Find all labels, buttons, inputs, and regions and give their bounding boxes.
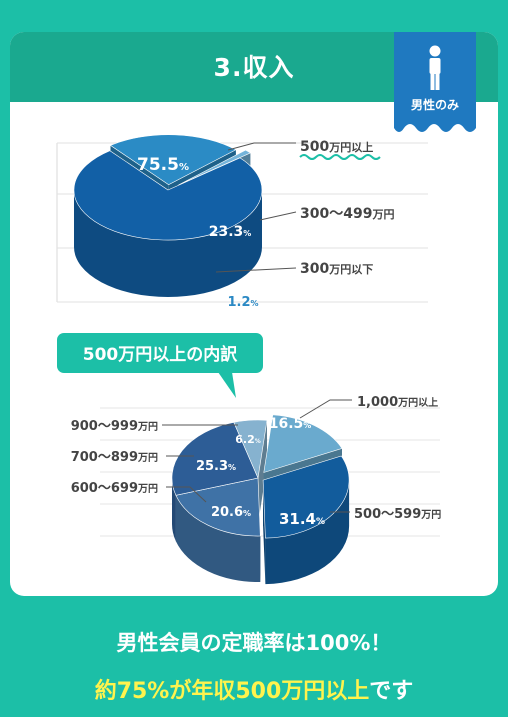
value-label-under-300: 1.2% (227, 295, 258, 310)
male-only-badge (394, 32, 476, 132)
value-label-600-699: 20.6% (211, 505, 251, 520)
value-label-500-plus: 75.5% (137, 155, 189, 175)
pie-chart-breakdown (171, 414, 350, 585)
pie-slice-1000-plus (263, 414, 343, 473)
category-under-300: 300万円以下 (300, 261, 373, 277)
chart-labels: 75.5% 23.3% 1.2% 500万円以上 300〜499万円 300万円以下 500… (57, 139, 441, 528)
category-1000-plus: 1,000万円以上 (357, 395, 438, 410)
pie-slice-cut-2 (263, 480, 266, 585)
value-label-1000-plus: 16.5% (269, 416, 312, 432)
value-label-500-599: 31.4% (279, 510, 325, 528)
pie-slice-300-499 (109, 134, 237, 186)
leader-1000-plus (299, 399, 352, 419)
footer-employment-rate: 男性会員の定職率は100%！ (116, 631, 392, 655)
badge-label: 男性のみ (410, 98, 459, 112)
pie-slice-side-2 (265, 480, 350, 585)
category-700-899: 700〜899万円 (71, 450, 158, 465)
footer-suffix: です (369, 679, 414, 704)
category-500-599: 500〜599万円 (354, 507, 441, 522)
pie-slice-500-plus (73, 150, 263, 241)
leader-under-300 (215, 267, 297, 273)
value-label-700-899: 25.3% (196, 459, 236, 474)
breakdown-title: 500万円以上の内訳 (83, 344, 238, 365)
value-label-300-499: 23.3% (209, 224, 252, 240)
pie-slice-600-699 (175, 477, 261, 537)
card-title: 3.収入 (213, 53, 295, 82)
footer-highlight-1: 約75%が (94, 679, 192, 704)
wavy-underline (299, 154, 381, 160)
male-person-icon (429, 45, 441, 90)
pie-slice-side-1 (74, 190, 262, 297)
breakdown-title-bubble (57, 333, 263, 373)
pie-slice-cut-5 (258, 420, 267, 524)
footer-highlight-2: 年収500万円以上 (191, 679, 370, 704)
breakdown-title-pointer (218, 372, 236, 398)
leader-600-699 (166, 486, 207, 503)
category-900-999: 900〜999万円 (71, 419, 158, 434)
category-300-499: 300〜499万円 (300, 206, 394, 222)
leader-500-plus (227, 142, 296, 151)
pie-slice-500-599 (262, 455, 350, 539)
leader-300-499 (259, 211, 297, 221)
category-600-699: 600〜699万円 (71, 481, 158, 496)
pie-slice-side-3 (175, 495, 261, 583)
pie-slice-under-300 (178, 149, 252, 186)
pie-slice-900-999 (233, 419, 268, 480)
category-500-plus: 500万円以上 (300, 139, 373, 155)
value-label-900-999: 6.2% (235, 433, 261, 446)
footer-income-summary: 約75%が年収500万円以上です (0, 673, 508, 705)
pie-chart-income (73, 134, 263, 297)
